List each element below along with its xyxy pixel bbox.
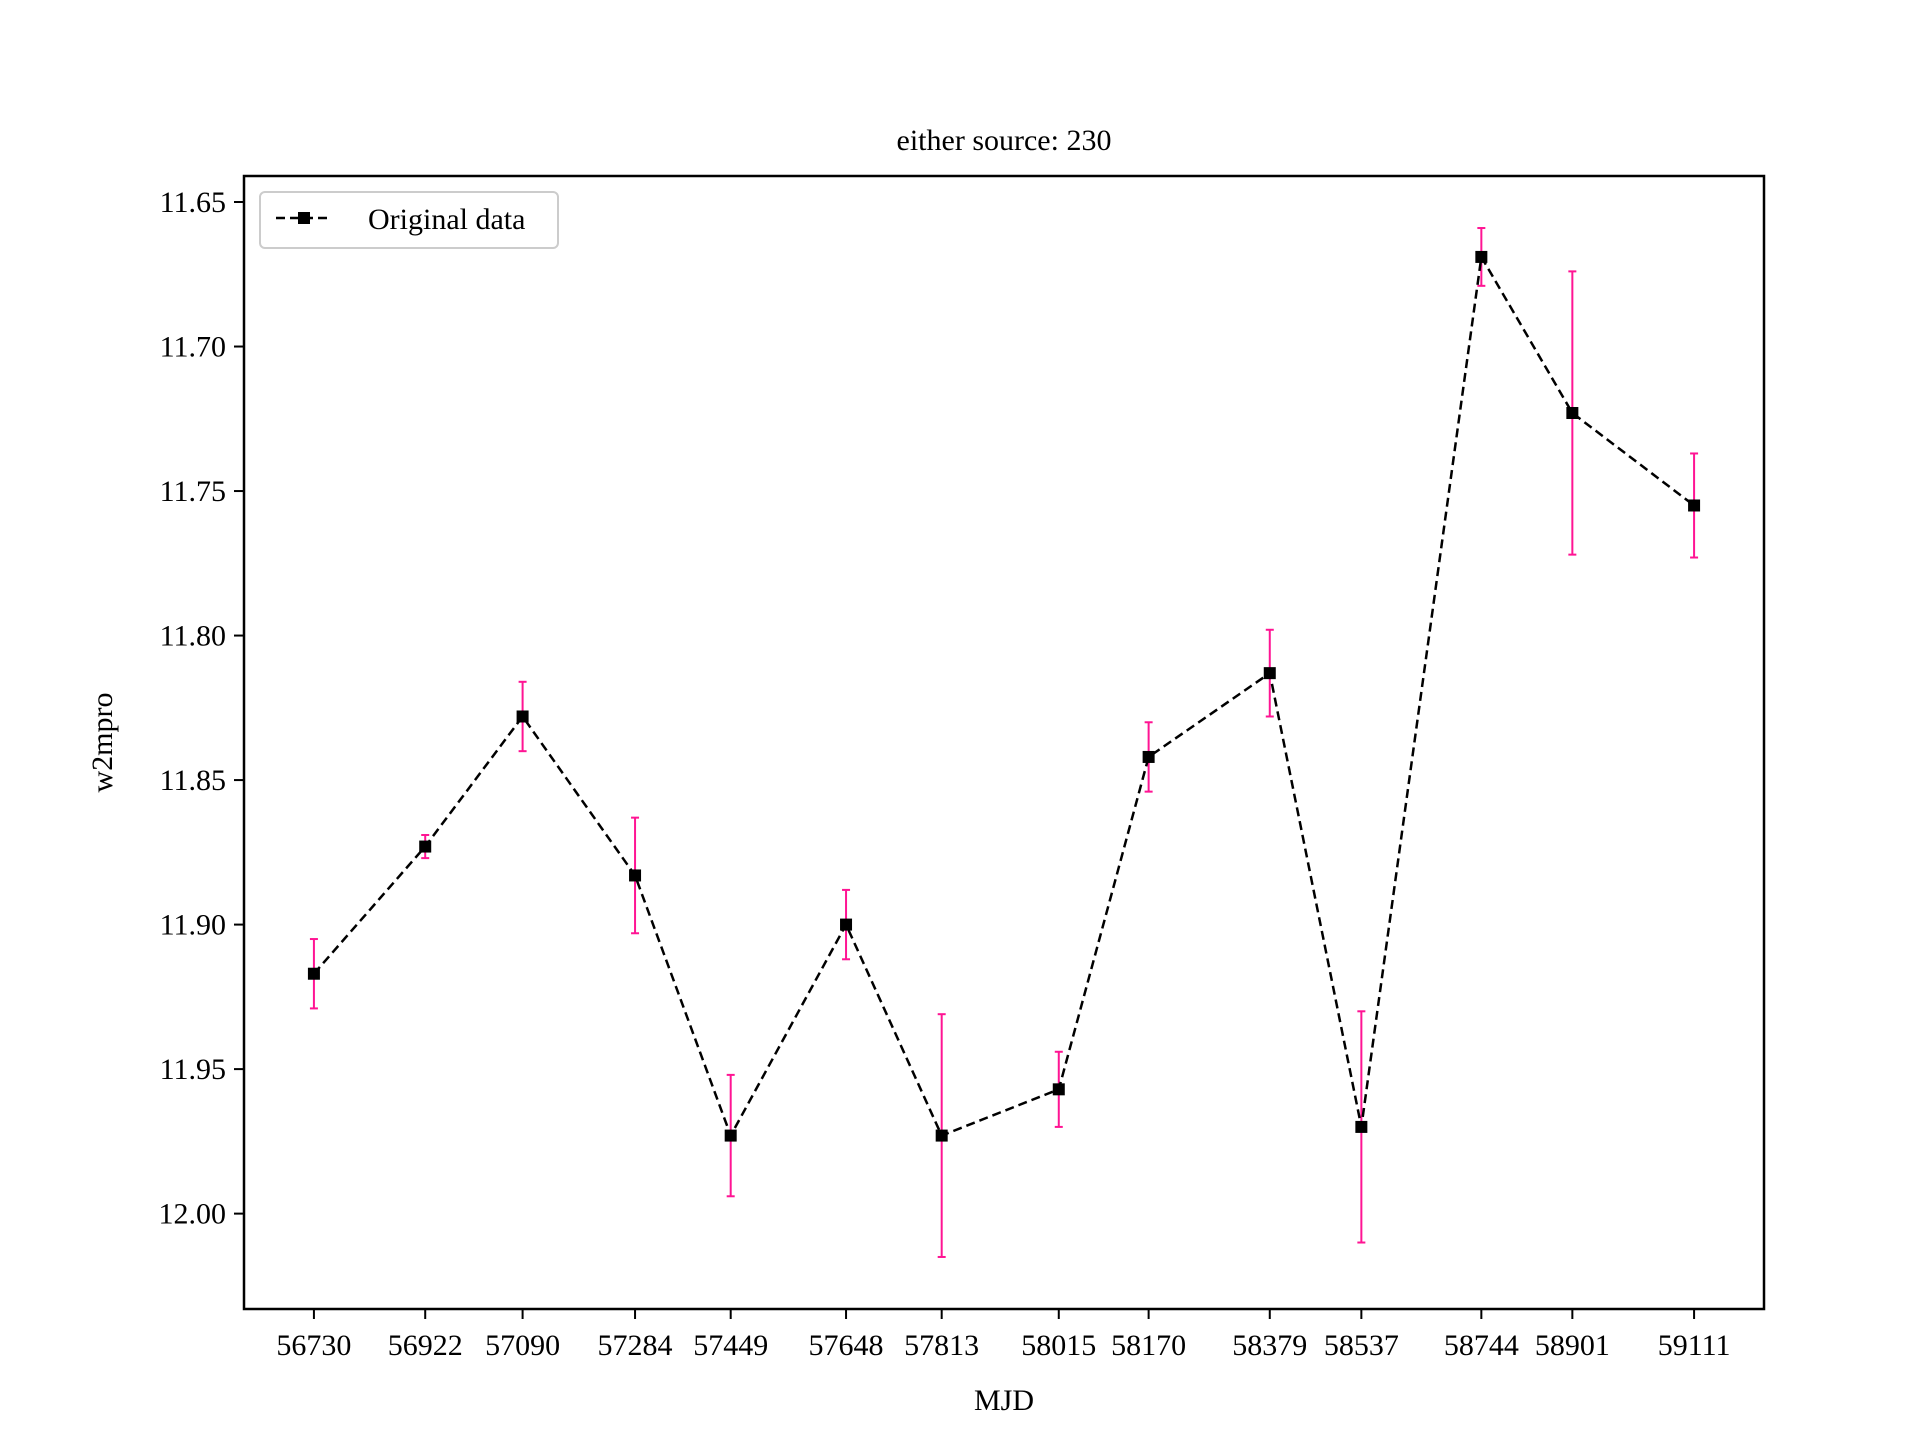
- data-point: [1566, 407, 1579, 420]
- data-markers: [307, 250, 1701, 1142]
- data-line-layer: [312, 253, 1695, 1139]
- series-line: [312, 253, 1695, 1139]
- data-point: [1142, 750, 1155, 763]
- data-point: [1475, 250, 1488, 263]
- plot-frame: [242, 174, 1766, 1311]
- data-point: [840, 918, 853, 931]
- y-tick-label: 11.65: [160, 186, 226, 219]
- x-tick-label: 57090: [485, 1329, 560, 1362]
- data-point: [935, 1129, 948, 1142]
- data-point: [307, 967, 320, 980]
- x-tick-label: 58015: [1021, 1329, 1096, 1362]
- legend-label: Original data: [368, 203, 525, 236]
- y-tick-label: 11.85: [160, 764, 226, 797]
- x-tick-label: 58537: [1324, 1329, 1399, 1362]
- x-tick-label: 59111: [1658, 1329, 1731, 1362]
- x-axis-label: MJD: [974, 1384, 1034, 1417]
- x-tick-label: 57449: [693, 1329, 768, 1362]
- x-tick-label: 58744: [1444, 1329, 1519, 1362]
- error-bars: [309, 227, 1699, 1258]
- data-point: [724, 1129, 737, 1142]
- data-point: [629, 869, 642, 882]
- y-tick-label: 11.90: [160, 909, 226, 942]
- x-tick-label: 57648: [809, 1329, 884, 1362]
- x-tick-label: 57813: [904, 1329, 979, 1362]
- y-tick-label: 11.80: [160, 620, 226, 653]
- x-tick-label: 58901: [1535, 1329, 1610, 1362]
- data-point: [1688, 499, 1701, 512]
- legend: Original data: [259, 191, 559, 249]
- axis-ticks: 11.65 11.70 11.75 11.80 11.85 11.90 11.95 12.00…: [159, 186, 1731, 1362]
- legend-marker-square: [298, 212, 310, 224]
- y-tick-label: 12.00: [159, 1198, 227, 1231]
- data-point: [1355, 1120, 1368, 1133]
- x-tick-label: 56730: [276, 1329, 351, 1362]
- data-point: [516, 710, 529, 723]
- y-tick-label: 11.70: [160, 331, 226, 364]
- data-point: [1052, 1083, 1065, 1096]
- y-tick-label: 11.75: [160, 475, 226, 508]
- data-point: [419, 840, 432, 853]
- x-tick-label: 57284: [598, 1329, 673, 1362]
- y-tick-label: 11.95: [160, 1053, 226, 1086]
- data-point: [1263, 667, 1276, 680]
- x-tick-label: 58379: [1232, 1329, 1307, 1362]
- x-tick-label: 58170: [1111, 1329, 1186, 1362]
- x-tick-label: 56922: [388, 1329, 463, 1362]
- chart-title: either source: 230: [897, 124, 1112, 157]
- legend-box: [259, 191, 559, 249]
- y-axis-label: w2mpro: [86, 693, 119, 793]
